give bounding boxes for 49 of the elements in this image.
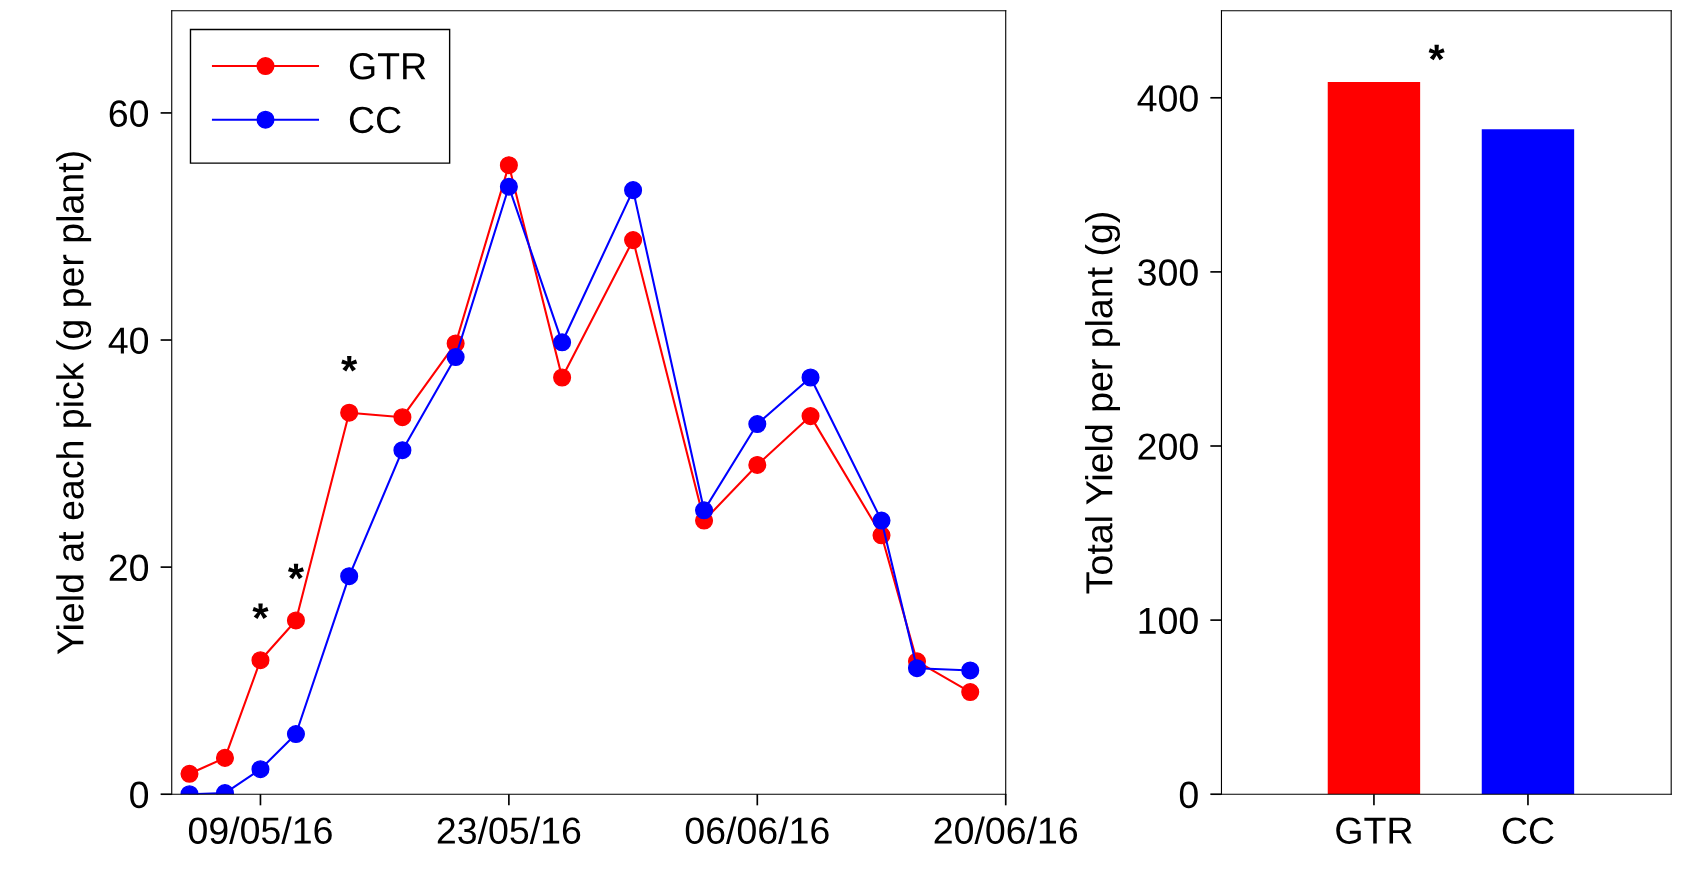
point bbox=[499, 177, 518, 196]
point bbox=[251, 760, 270, 779]
x-tick-label: 09/05/16 bbox=[188, 816, 332, 844]
legend-label: GTR bbox=[349, 52, 426, 80]
point bbox=[961, 682, 980, 702]
point bbox=[872, 511, 891, 530]
point bbox=[553, 333, 572, 352]
point bbox=[286, 611, 305, 630]
point bbox=[961, 661, 980, 680]
annotation: * bbox=[1428, 44, 1445, 61]
point bbox=[251, 651, 270, 670]
y-tick-label: 60 bbox=[109, 100, 149, 127]
point bbox=[499, 156, 518, 175]
point bbox=[553, 368, 572, 387]
y-tick-label: 0 bbox=[130, 781, 149, 809]
legend-label: CC bbox=[349, 106, 401, 134]
point bbox=[624, 181, 643, 200]
x-tick-label: GTR bbox=[1336, 817, 1412, 844]
y-tick-label: 0 bbox=[1179, 781, 1198, 809]
x-tick-label: CC bbox=[1502, 817, 1554, 844]
point bbox=[907, 659, 927, 678]
x-tick-label: 20/06/16 bbox=[934, 816, 1078, 844]
point bbox=[215, 748, 234, 767]
point bbox=[180, 764, 199, 783]
point bbox=[748, 455, 767, 474]
annotation: * bbox=[252, 603, 269, 619]
x-tick-label: 06/06/16 bbox=[685, 816, 829, 844]
y-tick-label: 40 bbox=[108, 327, 149, 354]
point bbox=[340, 567, 359, 586]
y-tick-label: 20 bbox=[109, 554, 149, 582]
point bbox=[748, 415, 767, 434]
annotation: * bbox=[287, 563, 305, 580]
y-axis-title: Yield at each pick (g per plant) bbox=[56, 152, 92, 655]
y-tick-label: 200 bbox=[1138, 433, 1198, 460]
y-tick-label: 400 bbox=[1137, 85, 1198, 112]
x-tick-label: 23/05/16 bbox=[437, 816, 581, 844]
point bbox=[624, 231, 643, 250]
point bbox=[801, 407, 820, 426]
point bbox=[695, 501, 714, 520]
point bbox=[446, 348, 465, 367]
point bbox=[801, 368, 820, 387]
point bbox=[393, 408, 412, 427]
y-tick-label: 100 bbox=[1139, 607, 1198, 635]
point bbox=[393, 441, 412, 460]
annotation: * bbox=[341, 355, 358, 372]
y-tick-label: 300 bbox=[1138, 259, 1198, 286]
point bbox=[286, 725, 305, 744]
y-axis-title: Total Yield per plant (g) bbox=[1085, 213, 1121, 594]
point bbox=[340, 403, 359, 422]
